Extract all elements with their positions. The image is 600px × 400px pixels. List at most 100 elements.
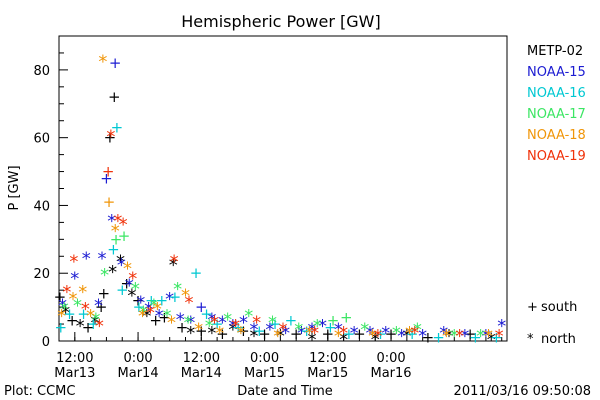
data-point-noaa-17-south: + (110, 230, 123, 248)
data-point-noaa-17-north: * (184, 313, 193, 334)
data-point-noaa-16-south: + (145, 291, 158, 309)
x-tick-label-date: Mar14 (118, 366, 159, 381)
data-point-metp-02-south: + (158, 308, 171, 326)
data-point-noaa-19-north: * (106, 126, 115, 147)
data-point-noaa-19-north: * (69, 252, 78, 273)
data-point-noaa-16-south: + (116, 281, 129, 299)
legend-entry-noaa-19: NOAA-19 (527, 149, 586, 164)
data-point-metp-02-south: + (385, 325, 398, 343)
data-point-noaa-19-north: * (128, 269, 137, 290)
x-tick-label-time: 12:00 (309, 351, 346, 366)
data-point-noaa-16-south: + (169, 288, 182, 306)
data-point-noaa-15-north: * (228, 316, 237, 337)
data-point-noaa-19-south: + (102, 163, 115, 181)
data-point-noaa-19-north: * (252, 313, 261, 334)
data-point-noaa-16-south: + (232, 318, 245, 336)
data-point-metp-02-north: * (276, 326, 285, 347)
marker-key-north: * (527, 332, 534, 347)
data-point-metp-02-south: + (237, 322, 250, 340)
data-point-noaa-15-north: * (144, 299, 153, 320)
y-tick-label: 40 (33, 199, 50, 214)
y-axis-label: P [GW] (7, 165, 22, 210)
data-point-noaa-18-north: * (215, 323, 224, 344)
y-tick-label: 20 (33, 267, 50, 282)
data-point-noaa-15-north: * (117, 255, 126, 276)
data-point-metp-02-south: + (176, 318, 189, 336)
data-point-metp-02-north: * (91, 313, 100, 334)
data-point-noaa-18-north: * (138, 306, 147, 327)
data-point-noaa-16-south: + (77, 305, 90, 323)
data-point-noaa-18-north: * (236, 323, 245, 344)
marker-key-label-south: south (541, 300, 577, 315)
data-point-noaa-17-north: * (476, 326, 485, 347)
data-point-noaa-16-south: + (54, 318, 67, 336)
data-point-noaa-19-north: * (373, 326, 382, 347)
data-point-noaa-17-north: * (413, 319, 422, 340)
data-point-metp-02-south: + (290, 325, 303, 343)
marker-key-label-north: north (541, 332, 576, 347)
data-point-noaa-16-south: + (190, 264, 203, 282)
data-point-noaa-16-south: + (107, 241, 120, 259)
data-point-noaa-15-north: * (281, 323, 290, 344)
data-point-metp-02-north: * (487, 330, 496, 351)
data-point-noaa-19-north: * (339, 323, 348, 344)
data-point-metp-02-north: * (445, 326, 454, 347)
y-axis: 0 20 40 60 80 (33, 35, 68, 350)
data-point-noaa-16-south: + (253, 322, 266, 340)
data-point-noaa-19-north: * (146, 303, 155, 324)
data-point-noaa-19-north: * (95, 316, 104, 337)
data-point-noaa-15-north: * (136, 292, 145, 313)
data-point-noaa-17-north: * (360, 319, 369, 340)
data-point-metp-02-south: + (54, 288, 67, 306)
data-point-noaa-18-north: * (123, 258, 132, 279)
data-point-noaa-15-north: * (418, 326, 427, 347)
data-point-noaa-18-north: * (442, 326, 451, 347)
data-point-noaa-15-north: * (98, 248, 107, 269)
data-point-metp-02-south: + (104, 129, 117, 147)
legend-entry-noaa-16: NOAA-16 (527, 86, 586, 101)
data-point-metp-02-north: * (402, 326, 411, 347)
data-point-noaa-15-north: * (239, 313, 248, 334)
data-point-metp-02-south: + (98, 285, 111, 303)
data-point-noaa-19-north: * (495, 326, 504, 347)
data-point-metp-02-north: * (116, 252, 125, 273)
data-point-noaa-17-north: * (392, 323, 401, 344)
data-point-noaa-17-south: + (118, 227, 131, 245)
data-point-metp-02-north: * (307, 330, 316, 351)
data-point-noaa-15-north: * (70, 269, 79, 290)
data-point-noaa-17-north: * (73, 296, 82, 317)
data-point-noaa-15-north: * (155, 306, 164, 327)
data-point-noaa-17-north: * (173, 279, 182, 300)
data-point-noaa-17-north: * (294, 319, 303, 340)
data-point-noaa-17-north: * (244, 306, 253, 327)
data-point-noaa-15-north: * (481, 326, 490, 347)
data-point-noaa-18-north: * (405, 323, 414, 344)
data-point-noaa-16-south: + (155, 291, 168, 309)
data-point-noaa-17-north: * (149, 296, 158, 317)
data-point-noaa-15-south: + (109, 54, 122, 72)
data-point-noaa-18-north: * (334, 326, 343, 347)
data-point-noaa-15-north: * (350, 323, 359, 344)
data-point-noaa-15-north: * (307, 319, 316, 340)
data-point-metp-02-south: + (216, 325, 229, 343)
y-tick-label: 80 (33, 64, 50, 79)
data-point-noaa-17-south: + (340, 308, 353, 326)
data-point-noaa-15-north: * (460, 326, 469, 347)
data-point-noaa-18-north: * (98, 52, 107, 73)
data-point-noaa-15-north: * (318, 316, 327, 337)
data-point-noaa-19-north: * (231, 316, 240, 337)
data-point-noaa-16-south: + (490, 329, 503, 347)
data-point-metp-02-north: * (371, 330, 380, 351)
data-point-noaa-19-north: * (410, 323, 419, 344)
footer-credit: Plot: CCMC (4, 384, 75, 399)
chart-title: Hemispheric Power [GW] (181, 12, 380, 31)
data-point-noaa-16-south: + (200, 305, 213, 323)
data-point-noaa-15-north: * (186, 313, 195, 334)
data-point-noaa-17-north: * (131, 279, 140, 300)
data-point-metp-02-south: + (82, 318, 95, 336)
data-point-metp-02-south: + (464, 325, 477, 343)
data-point-noaa-18-north: * (57, 306, 66, 327)
data-point-metp-02-north: * (250, 326, 259, 347)
data-point-noaa-15-north: * (218, 313, 227, 334)
data-point-metp-02-south: + (149, 312, 162, 330)
